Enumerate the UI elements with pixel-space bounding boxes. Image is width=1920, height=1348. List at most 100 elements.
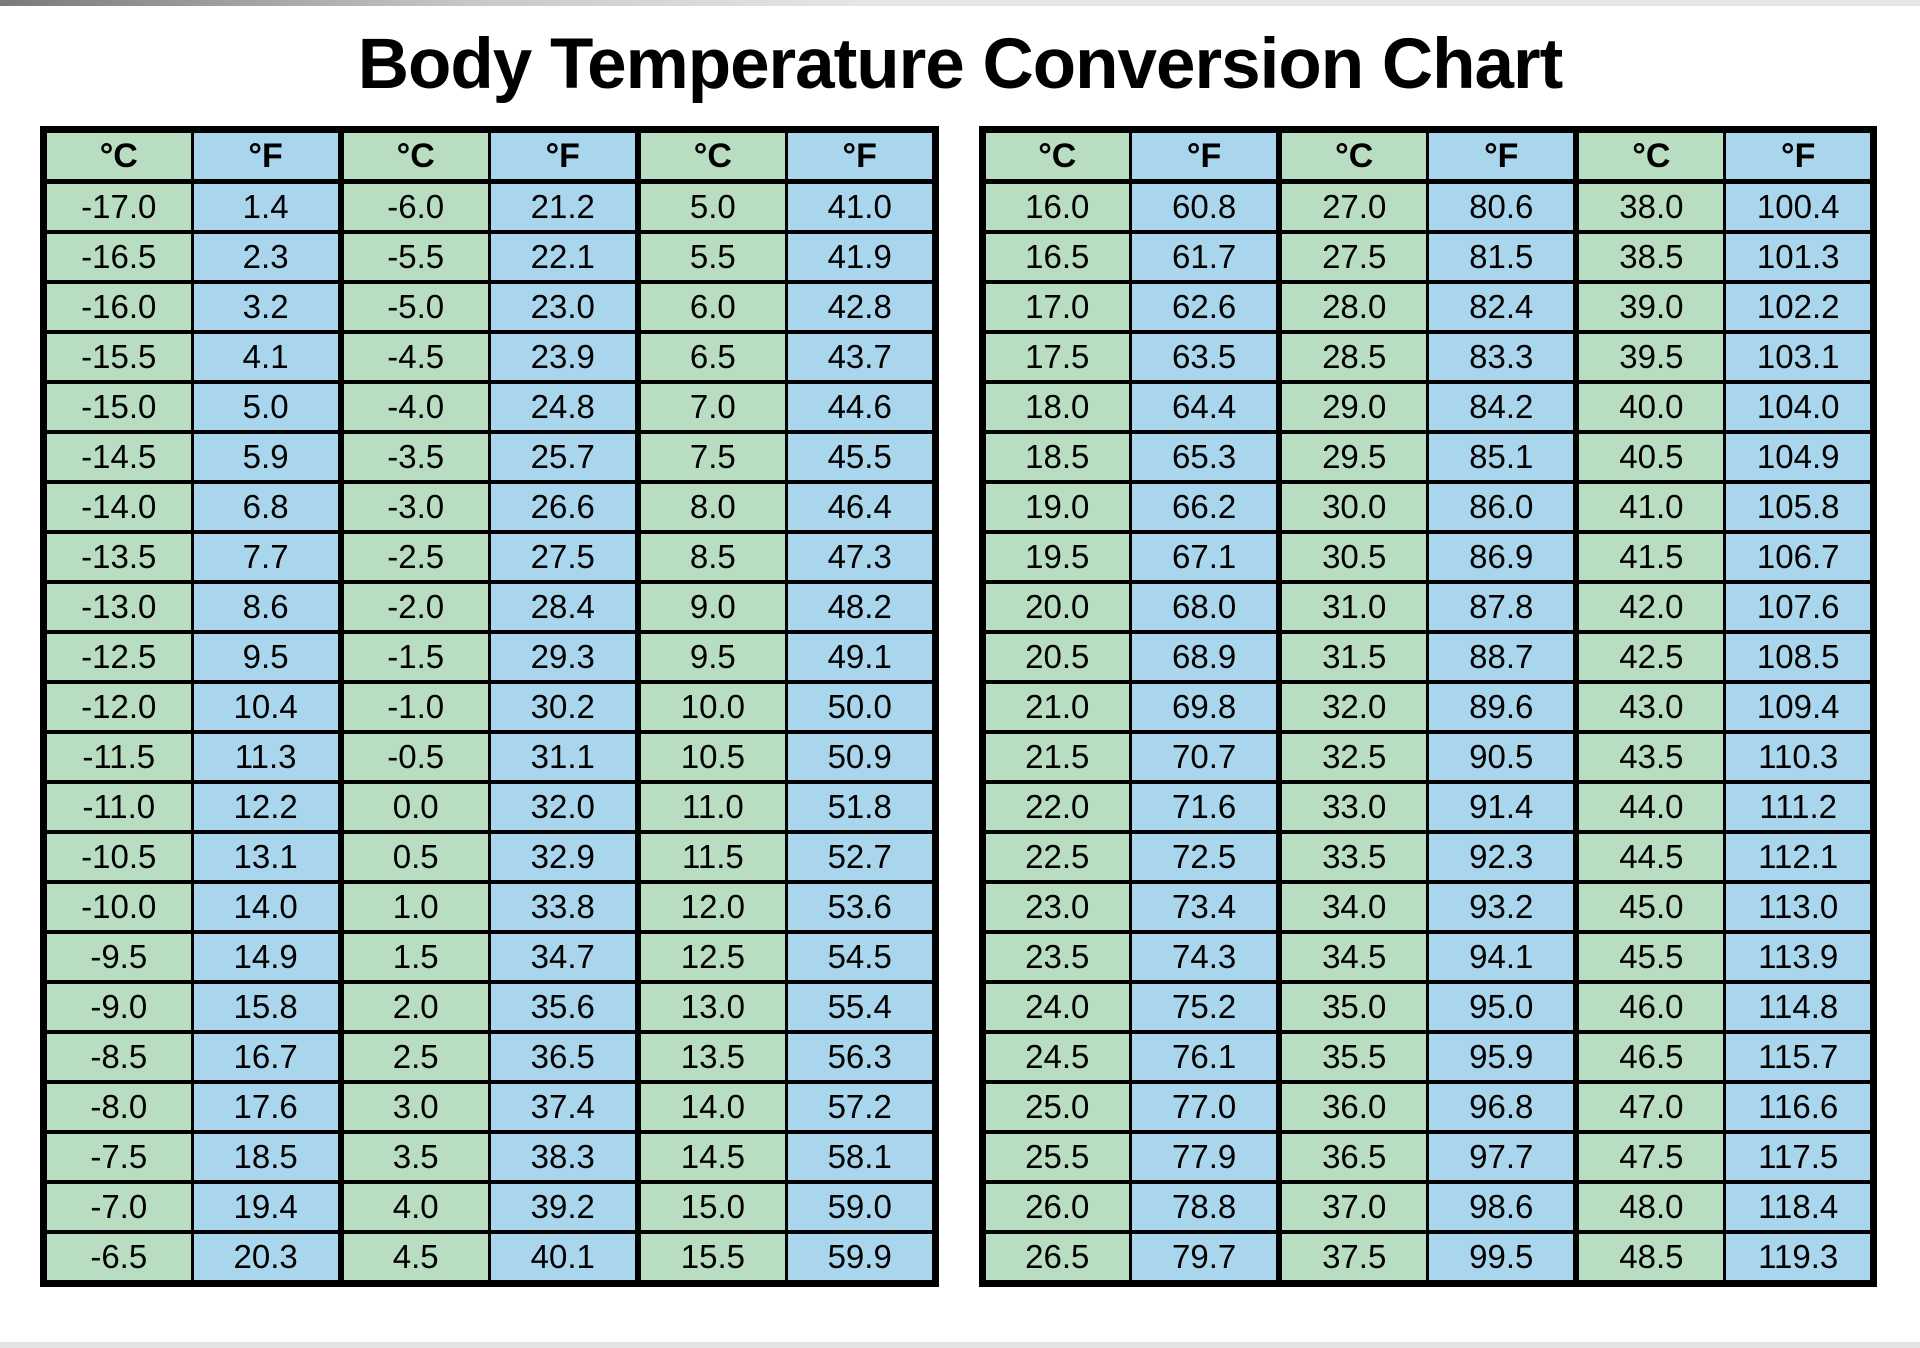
header-fahrenheit: °F xyxy=(1129,127,1281,184)
cell-fahrenheit: 83.3 xyxy=(1426,330,1578,384)
cell-fahrenheit: 39.2 xyxy=(487,1180,640,1234)
cell-celsius: 18.5 xyxy=(980,430,1133,484)
cell-fahrenheit: 91.4 xyxy=(1426,780,1578,834)
cell-celsius: -1.0 xyxy=(337,680,491,734)
cell-celsius: 16.5 xyxy=(980,230,1133,284)
table-row: -9.5 14.9 1.5 34.7 12.5 54.5 xyxy=(42,930,937,984)
table-row: -11.5 11.3 -0.5 31.1 10.5 50.9 xyxy=(42,730,937,784)
cell-fahrenheit: 37.4 xyxy=(487,1080,640,1134)
cell-fahrenheit: 33.8 xyxy=(487,880,640,934)
cell-fahrenheit: 45.5 xyxy=(784,430,937,484)
cell-celsius: 43.5 xyxy=(1573,730,1727,784)
cell-celsius: 1.0 xyxy=(337,880,491,934)
cell-fahrenheit: 115.7 xyxy=(1723,1030,1875,1084)
cell-fahrenheit: 74.3 xyxy=(1129,930,1281,984)
cell-celsius: -0.5 xyxy=(337,730,491,784)
cell-celsius: -1.5 xyxy=(337,630,491,684)
cell-celsius: 45.5 xyxy=(1573,930,1727,984)
cell-fahrenheit: 95.9 xyxy=(1426,1030,1578,1084)
tables-container: °C °F °C °F °C °F -17.0 1.4 -6.0 21.2 5.0 41.0 -16.5… xyxy=(0,120,1920,1287)
cell-celsius: 33.0 xyxy=(1276,780,1430,834)
cell-celsius: -7.5 xyxy=(42,1130,194,1184)
cell-celsius: 47.0 xyxy=(1573,1080,1727,1134)
table-row: -10.0 14.0 1.0 33.8 12.0 53.6 xyxy=(42,880,937,934)
cell-celsius: -11.0 xyxy=(42,780,194,834)
page-edge-top xyxy=(0,0,1920,6)
cell-celsius: 40.5 xyxy=(1573,430,1727,484)
page-edge-bottom xyxy=(0,1342,1920,1348)
cell-fahrenheit: 113.9 xyxy=(1723,930,1875,984)
cell-celsius: 8.5 xyxy=(634,530,788,584)
cell-celsius: 17.5 xyxy=(980,330,1133,384)
cell-fahrenheit: 81.5 xyxy=(1426,230,1578,284)
header-celsius: °C xyxy=(42,127,194,184)
table-row: 16.5 61.7 27.5 81.5 38.5 101.3 xyxy=(980,230,1875,284)
cell-fahrenheit: 80.6 xyxy=(1426,179,1578,234)
cell-celsius: 43.0 xyxy=(1573,680,1727,734)
table-row: 26.5 79.7 37.5 99.5 48.5 119.3 xyxy=(980,1230,1875,1286)
cell-fahrenheit: 47.3 xyxy=(784,530,937,584)
cell-celsius: 6.0 xyxy=(634,280,788,334)
cell-celsius: 28.0 xyxy=(1276,280,1430,334)
cell-celsius: 27.0 xyxy=(1276,179,1430,234)
table-row: 25.0 77.0 36.0 96.8 47.0 116.6 xyxy=(980,1080,1875,1134)
cell-fahrenheit: 53.6 xyxy=(784,880,937,934)
cell-celsius: 12.5 xyxy=(634,930,788,984)
cell-celsius: 34.0 xyxy=(1276,880,1430,934)
table-row: -15.5 4.1 -4.5 23.9 6.5 43.7 xyxy=(42,330,937,384)
table-row: 22.0 71.6 33.0 91.4 44.0 111.2 xyxy=(980,780,1875,834)
cell-celsius: -8.5 xyxy=(42,1030,194,1084)
cell-celsius: -4.5 xyxy=(337,330,491,384)
cell-fahrenheit: 97.7 xyxy=(1426,1130,1578,1184)
cell-fahrenheit: 60.8 xyxy=(1129,179,1281,234)
cell-fahrenheit: 68.9 xyxy=(1129,630,1281,684)
cell-celsius: -5.5 xyxy=(337,230,491,284)
cell-celsius: 45.0 xyxy=(1573,880,1727,934)
cell-fahrenheit: 43.7 xyxy=(784,330,937,384)
table-row: 22.5 72.5 33.5 92.3 44.5 112.1 xyxy=(980,830,1875,884)
cell-fahrenheit: 7.7 xyxy=(190,530,343,584)
cell-fahrenheit: 31.1 xyxy=(487,730,640,784)
cell-fahrenheit: 79.7 xyxy=(1129,1230,1281,1286)
cell-fahrenheit: 77.9 xyxy=(1129,1130,1281,1184)
cell-celsius: 32.5 xyxy=(1276,730,1430,784)
table-row: 21.0 69.8 32.0 89.6 43.0 109.4 xyxy=(980,680,1875,734)
cell-fahrenheit: 55.4 xyxy=(784,980,937,1034)
cell-celsius: -3.5 xyxy=(337,430,491,484)
cell-fahrenheit: 66.2 xyxy=(1129,480,1281,534)
cell-celsius: 7.0 xyxy=(634,380,788,434)
cell-fahrenheit: 58.1 xyxy=(784,1130,937,1184)
header-celsius: °C xyxy=(1276,127,1430,184)
cell-celsius: 44.0 xyxy=(1573,780,1727,834)
cell-celsius: -10.5 xyxy=(42,830,194,884)
table-row: -12.0 10.4 -1.0 30.2 10.0 50.0 xyxy=(42,680,937,734)
cell-celsius: 6.5 xyxy=(634,330,788,384)
cell-celsius: 44.5 xyxy=(1573,830,1727,884)
cell-celsius: 0.0 xyxy=(337,780,491,834)
cell-celsius: 3.5 xyxy=(337,1130,491,1184)
cell-celsius: -10.0 xyxy=(42,880,194,934)
cell-fahrenheit: 44.6 xyxy=(784,380,937,434)
header-row: °C °F °C °F °C °F xyxy=(980,127,1875,184)
table-row: 23.0 73.4 34.0 93.2 45.0 113.0 xyxy=(980,880,1875,934)
cell-fahrenheit: 13.1 xyxy=(190,830,343,884)
table-row: 17.5 63.5 28.5 83.3 39.5 103.1 xyxy=(980,330,1875,384)
header-fahrenheit: °F xyxy=(784,127,937,184)
cell-fahrenheit: 38.3 xyxy=(487,1130,640,1184)
cell-celsius: 48.5 xyxy=(1573,1230,1727,1286)
cell-fahrenheit: 10.4 xyxy=(190,680,343,734)
cell-celsius: -12.5 xyxy=(42,630,194,684)
cell-fahrenheit: 46.4 xyxy=(784,480,937,534)
cell-fahrenheit: 50.9 xyxy=(784,730,937,784)
table-row: -13.0 8.6 -2.0 28.4 9.0 48.2 xyxy=(42,580,937,634)
cell-fahrenheit: 108.5 xyxy=(1723,630,1875,684)
cell-celsius: 42.0 xyxy=(1573,580,1727,634)
cell-fahrenheit: 1.4 xyxy=(190,179,343,234)
cell-celsius: 21.0 xyxy=(980,680,1133,734)
cell-fahrenheit: 17.6 xyxy=(190,1080,343,1134)
cell-celsius: 19.0 xyxy=(980,480,1133,534)
cell-celsius: 36.5 xyxy=(1276,1130,1430,1184)
cell-celsius: 2.0 xyxy=(337,980,491,1034)
cell-celsius: -2.5 xyxy=(337,530,491,584)
table-row: 26.0 78.8 37.0 98.6 48.0 118.4 xyxy=(980,1180,1875,1234)
